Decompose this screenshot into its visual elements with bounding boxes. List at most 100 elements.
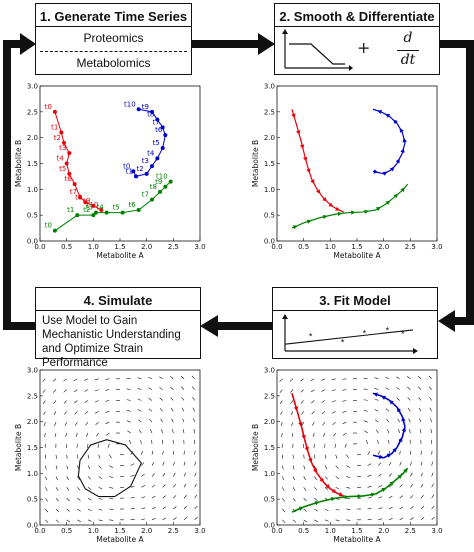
vector-field-arrow [74, 422, 78, 426]
red-fit-arrow [319, 477, 324, 483]
vector-field-arrow [430, 418, 432, 423]
vector-field-arrow [406, 376, 411, 380]
green-data-point [150, 197, 154, 202]
vector-field-arrow [55, 519, 60, 523]
y-tick-label: 0.0 [264, 522, 275, 530]
vector-field-arrow [324, 519, 329, 522]
vector-field-arrow [148, 376, 153, 380]
vector-field-arrow [140, 439, 142, 444]
vector-field-arrow [321, 389, 326, 392]
vector-field-arrow [408, 429, 411, 434]
vector-field-arrow [44, 432, 46, 438]
vector-field-arrow [399, 506, 404, 510]
vector-field-arrow [98, 508, 103, 511]
vector-field-arrow [98, 519, 103, 522]
vector-field-arrow [141, 496, 146, 499]
blue-fit-arrow [398, 437, 403, 443]
step1-title: 1. Generate Time Series [39, 9, 188, 24]
blue-time-label: t0 [123, 162, 130, 170]
vector-field-arrow [292, 487, 296, 491]
vector-field-arrow [303, 519, 308, 523]
vector-field-arrow [344, 443, 347, 448]
timeseries-plot: 0.0 0.5 1.0 1.5 2.0 2.5 3.0 0.0 0.5 1.0 1.5 2.0 2.5 3… [14, 83, 206, 261]
vector-field-arrow [367, 518, 372, 521]
blue-derivative-arrow [399, 127, 404, 133]
vector-field-arrow [377, 439, 379, 444]
vector-field-arrow [151, 450, 154, 455]
blue-data-point [136, 107, 141, 112]
vector-field-arrow [346, 497, 351, 500]
y-tick-label: 0.0 [27, 522, 38, 530]
vector-field-arrow [331, 378, 336, 381]
vector-field-arrow [388, 517, 393, 521]
red-data-point [91, 203, 96, 208]
vector-field-arrow [282, 508, 286, 513]
vector-field-arrow [87, 476, 91, 480]
vector-field-arrow [428, 375, 432, 379]
vector-field-arrow [181, 407, 185, 412]
vector-field-arrow [171, 418, 174, 423]
vector-field-arrow [324, 476, 328, 480]
y-tick-label: 1.5 [27, 160, 38, 168]
vector-field-arrow [314, 487, 318, 491]
vector-field-arrow [303, 476, 306, 481]
green-data-point [120, 210, 125, 215]
vector-field-arrow [84, 378, 89, 381]
x-tick-label: 3.0 [194, 243, 205, 251]
vector-field-arrow [66, 497, 70, 502]
vector-field-arrow [84, 389, 89, 392]
vector-field-arrow [303, 508, 307, 512]
vector-field-arrow [182, 418, 185, 423]
vector-field-arrow [419, 429, 422, 434]
vector-field-arrow [410, 506, 414, 510]
vector-field-arrow [162, 461, 165, 466]
vector-field-arrow [363, 377, 368, 380]
green-fit-arrow [370, 492, 376, 497]
red-derivative-arrow [303, 156, 308, 162]
vector-field-arrow [335, 508, 340, 511]
red-data-point [99, 208, 104, 212]
vector-field-arrow [159, 376, 163, 380]
vector-field-arrow [410, 472, 413, 477]
vector-field-arrow [98, 465, 102, 469]
blue-data-point [160, 146, 165, 150]
vector-field-arrow [431, 516, 435, 521]
vector-field-arrow [87, 487, 92, 490]
vector-field-arrow [410, 483, 414, 488]
vector-field-arrow [129, 440, 131, 444]
blue-derivative-arrow [377, 109, 382, 114]
vector-field-arrow [397, 418, 400, 423]
x-tick-label: 3.0 [431, 527, 442, 535]
vector-field-arrow [332, 421, 336, 425]
vector-field-arrow [324, 487, 329, 490]
x-tick-label: 1.0 [325, 527, 336, 535]
vector-field-arrow [107, 443, 110, 448]
vector-field-arrow [342, 421, 347, 424]
y-tick-label: 3.0 [264, 367, 275, 375]
vector-field-arrow [137, 377, 142, 380]
y-tick-label: 0.5 [264, 212, 275, 220]
blue-time-label: t4 [147, 149, 155, 157]
blue-derivative-arrow [373, 169, 379, 174]
blue-derivative-arrow [389, 166, 395, 172]
blue-data-point [131, 169, 136, 174]
vector-field-arrow [95, 411, 99, 414]
x-tick-label: 0.0 [34, 527, 45, 535]
blue-time-label: t9 [142, 103, 149, 111]
red-data-point [59, 130, 64, 135]
vector-field-arrow [191, 375, 195, 379]
vector-field-arrow [303, 454, 305, 459]
vector-field-arrow [410, 450, 412, 455]
red-fit-arrow [301, 434, 306, 440]
x-tick-label: 0.5 [61, 527, 72, 535]
vector-field-arrow [137, 409, 142, 412]
plus-sign: + [357, 38, 371, 57]
vector-field-arrow [408, 418, 411, 423]
vector-field-arrow [312, 432, 315, 437]
y-tick-label: 1.5 [27, 444, 38, 452]
vector-field-arrow [192, 407, 195, 412]
vector-field-arrow [183, 494, 187, 499]
vector-field-arrow [86, 432, 89, 437]
vector-field-arrow [314, 508, 318, 512]
vector-field-arrow [431, 483, 434, 488]
